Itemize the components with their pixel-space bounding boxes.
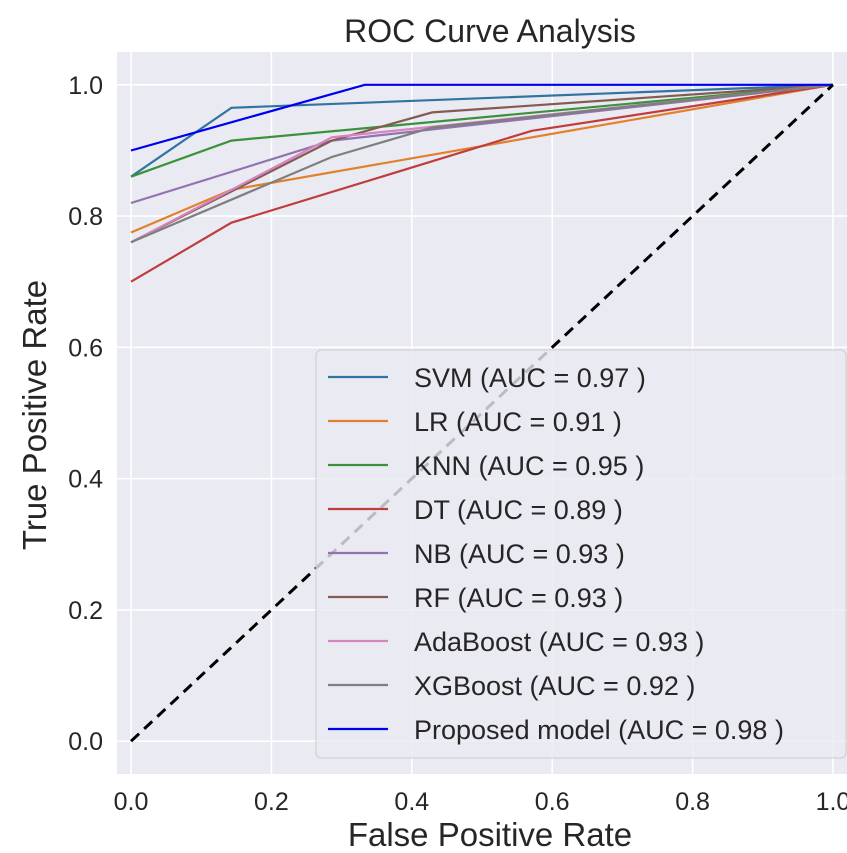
legend-label-4: NB (AUC = 0.93 ) — [414, 539, 625, 569]
series-line-7 — [130, 83, 834, 244]
legend-label-6: AdaBoost (AUC = 0.93 ) — [414, 627, 704, 657]
series-line-8 — [130, 83, 833, 152]
legend-label-3: DT (AUC = 0.89 ) — [414, 495, 623, 525]
series-line-2 — [130, 83, 834, 178]
x-axis-ticks: 0.0 0.2 0.4 0.6 0.8 1.0 — [114, 788, 847, 816]
y-tick-label: 0.0 — [68, 728, 103, 756]
x-tick-label: 0.6 — [535, 788, 570, 816]
y-tick-label: 0.4 — [68, 466, 103, 494]
x-tick-label: 0.4 — [394, 788, 429, 816]
x-axis-label: False Positive Rate — [348, 816, 632, 853]
y-tick-label: 0.8 — [68, 203, 103, 231]
y-axis-ticks: 0.0 0.2 0.4 0.6 0.8 1.0 — [68, 72, 103, 756]
legend-label-8: Proposed model (AUC = 0.98 ) — [414, 715, 784, 745]
x-tick-label: 1.0 — [816, 788, 847, 816]
series-line-3 — [130, 83, 834, 283]
legend-label-2: KNN (AUC = 0.95 ) — [414, 451, 644, 481]
x-tick-label: 0.2 — [254, 788, 289, 816]
legend: SVM (AUC = 0.97 ) LR (AUC = 0.91 ) KNN (AU… — [315, 349, 847, 759]
x-tick-label: 0.8 — [675, 788, 710, 816]
diagonal-reference-line — [130, 83, 834, 743]
series-line-5 — [130, 83, 834, 244]
x-tick-label: 0.0 — [114, 788, 149, 816]
y-axis-label: True Positive Rate — [16, 280, 53, 550]
y-tick-label: 0.6 — [68, 334, 103, 362]
legend-box — [315, 349, 847, 759]
legend-label-7: XGBoost (AUC = 0.92 ) — [414, 671, 695, 701]
y-tick-label: 1.0 — [68, 72, 103, 100]
legend-label-0: SVM (AUC = 0.97 ) — [414, 363, 646, 393]
legend-label-1: LR (AUC = 0.91 ) — [414, 407, 622, 437]
series-layer — [130, 83, 834, 743]
chart-title: ROC Curve Analysis — [344, 13, 636, 49]
legend-label-5: RF (AUC = 0.93 ) — [414, 583, 623, 613]
series-line-0 — [130, 83, 834, 178]
y-tick-label: 0.2 — [68, 597, 103, 625]
